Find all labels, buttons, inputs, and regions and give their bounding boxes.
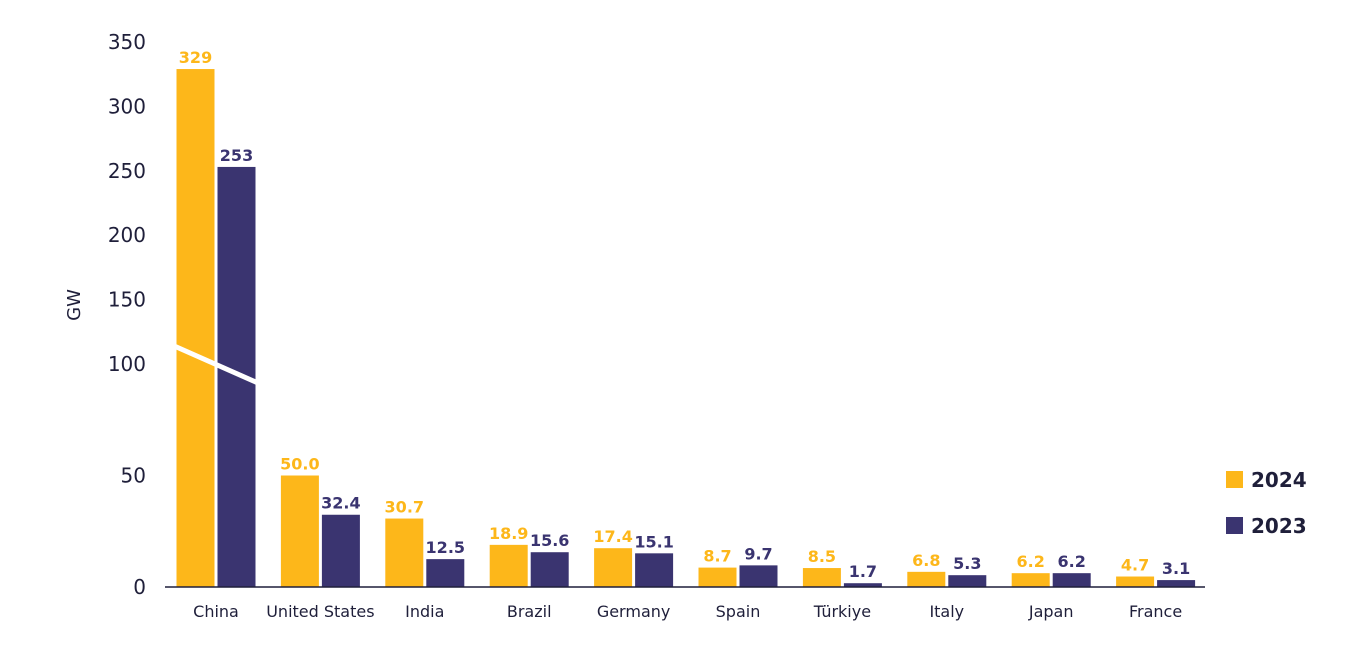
value-label-2023-1: 32.4 xyxy=(321,494,360,513)
value-labels-group: 329 253 50.0 32.4 30.7 12.5 18.9 15.6 17.4 15.1 8.… xyxy=(179,48,1190,581)
value-label-2024-0: 329 xyxy=(179,48,212,67)
value-label-2023-7: 5.3 xyxy=(953,554,981,573)
value-label-2023-9: 3.1 xyxy=(1162,559,1190,578)
value-label-2023-5: 9.7 xyxy=(744,544,772,563)
category-label-4: Germany xyxy=(597,602,671,621)
bar-2024-2 xyxy=(385,518,424,587)
value-label-2024-1: 50.0 xyxy=(280,455,319,474)
bar-2023-8 xyxy=(1052,573,1091,587)
y-tick-label: 0 xyxy=(133,575,146,599)
bar-2023-9 xyxy=(1157,580,1196,587)
value-label-2023-2: 12.5 xyxy=(426,538,465,557)
category-label-1: United States xyxy=(266,602,374,621)
y-tick-label: 350 xyxy=(108,30,146,54)
bar-2023-1 xyxy=(321,514,360,587)
value-label-2024-3: 18.9 xyxy=(489,524,528,543)
legend: 2024 2023 xyxy=(1226,468,1307,538)
category-label-9: France xyxy=(1129,602,1182,621)
bar-2023-2 xyxy=(426,559,465,587)
bar-2023-4 xyxy=(635,553,674,587)
legend-swatch-2023 xyxy=(1226,517,1243,534)
bar-2024-8 xyxy=(1011,573,1050,587)
category-label-3: Brazil xyxy=(507,602,552,621)
legend-label-2024: 2024 xyxy=(1251,468,1307,492)
value-label-2023-3: 15.6 xyxy=(530,531,569,550)
value-label-2023-4: 15.1 xyxy=(634,532,673,551)
y-tick-label: 200 xyxy=(108,223,146,247)
value-label-2024-4: 17.4 xyxy=(593,527,632,546)
y-tick-label: 300 xyxy=(108,94,146,118)
value-label-2024-8: 6.2 xyxy=(1017,552,1045,571)
y-axis-label: GW xyxy=(64,289,85,321)
bar-2023-5 xyxy=(739,565,778,587)
bar-2024-9 xyxy=(1116,576,1155,587)
y-tick-label: 250 xyxy=(108,159,146,183)
category-label-8: Japan xyxy=(1028,602,1074,621)
value-label-2024-5: 8.7 xyxy=(703,547,731,566)
value-label-2024-7: 6.8 xyxy=(912,551,940,570)
bar-2024-3 xyxy=(489,544,528,587)
value-label-2023-8: 6.2 xyxy=(1058,552,1086,571)
legend-label-2023: 2023 xyxy=(1251,514,1307,538)
bar-2024-4 xyxy=(594,548,633,587)
value-label-2024-2: 30.7 xyxy=(385,498,424,517)
y-tick-label: 100 xyxy=(108,352,146,376)
bar-2024-7 xyxy=(907,571,946,587)
category-label-5: Spain xyxy=(716,602,761,621)
bar-2023-6 xyxy=(843,583,882,587)
bar-2023-3 xyxy=(530,552,569,587)
y-tick-label: 150 xyxy=(108,288,146,312)
value-label-2023-0: 253 xyxy=(220,146,253,165)
axis-break-line xyxy=(170,342,260,386)
y-axis-ticks: 0 50 100 150 200 250 300 350 xyxy=(108,30,146,599)
category-label-2: India xyxy=(405,602,444,621)
value-label-2024-6: 8.5 xyxy=(808,547,836,566)
value-label-2024-9: 4.7 xyxy=(1121,556,1149,575)
value-label-2023-6: 1.7 xyxy=(849,562,877,581)
category-label-7: Italy xyxy=(929,602,964,621)
category-label-0: China xyxy=(193,602,239,621)
y-tick-label: 50 xyxy=(121,464,146,488)
bar-2024-1 xyxy=(280,475,319,587)
category-label-6: Türkiye xyxy=(813,602,871,621)
bar-2024-0 xyxy=(176,69,215,588)
legend-swatch-2024 xyxy=(1226,471,1243,488)
bar-2024-5 xyxy=(698,567,737,587)
category-labels-group: China United States India Brazil Germany Spai… xyxy=(193,602,1182,621)
bar-2023-7 xyxy=(948,575,987,587)
bar-2024-6 xyxy=(802,568,841,587)
